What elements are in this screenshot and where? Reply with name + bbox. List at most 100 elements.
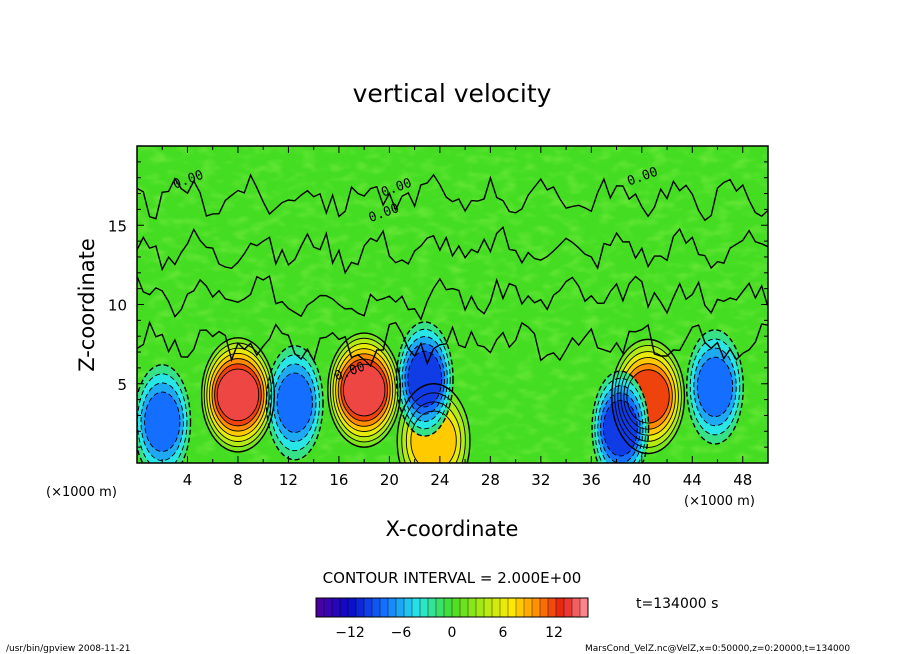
colorbar-cell	[419, 597, 429, 618]
colorbar-cell	[371, 597, 381, 618]
colorbar-cell	[331, 597, 341, 618]
y-axis: 5 10 15	[108, 145, 768, 464]
colorbar-cell	[323, 597, 333, 618]
colorbar-tick-label: 0	[448, 625, 457, 641]
contour-line	[401, 392, 466, 463]
contour-line	[401, 336, 448, 422]
colorbar-cell	[579, 597, 589, 618]
contour-line	[594, 377, 647, 463]
contour-line	[407, 350, 443, 408]
footer-left: /usr/bin/gpview 2008-11-21	[6, 644, 130, 654]
zero-contour	[137, 173, 768, 222]
colorbar-cell	[571, 597, 581, 618]
contour-line	[398, 328, 451, 430]
time-label: t=134000 s	[636, 596, 718, 612]
colorbar-cell	[347, 597, 357, 618]
contour-line	[602, 399, 638, 457]
contour-interval: CONTOUR INTERVAL = 2.000E+00	[323, 569, 582, 587]
plot-area: 0.000.000.00 0.000.00	[137, 146, 768, 463]
contour-line	[337, 353, 391, 427]
y-tick-label: 5	[117, 376, 127, 394]
contour-line	[265, 345, 324, 461]
x-tick-label: 16	[329, 471, 348, 489]
colorbar-cell	[387, 597, 397, 618]
x-tick-label: 32	[531, 471, 550, 489]
contour-line	[342, 363, 386, 417]
footer-right: MarsCond_VelZ.nc@VelZ,x=0:50000,z=0:2000…	[585, 644, 850, 654]
colorbar-cell	[523, 597, 533, 618]
contour-line	[216, 368, 260, 422]
contour-line	[693, 347, 737, 427]
contour-line	[404, 343, 445, 415]
x-tick-label: 12	[279, 471, 298, 489]
y-axis-label: Z-coordinate	[75, 238, 99, 372]
colorbar-tick-label: −6	[391, 625, 412, 641]
colorbar-cell	[483, 597, 493, 618]
x-tick-label: 44	[683, 471, 702, 489]
colorbar-cell	[435, 597, 445, 618]
colorbar-cell	[339, 597, 349, 618]
feature-level	[603, 400, 638, 457]
colorbar-cell	[379, 597, 389, 618]
contour-line	[614, 344, 682, 448]
feature-level	[697, 357, 733, 417]
zero-contour	[137, 320, 768, 368]
colorbar-cell	[459, 597, 469, 618]
colorbar-cell	[403, 597, 413, 618]
y-axis-units: (×1000 m)	[684, 494, 755, 509]
zero-contour	[137, 225, 768, 275]
contour-line	[144, 391, 181, 452]
colorbar-cell	[395, 597, 405, 618]
y-tick-label: 10	[108, 297, 127, 315]
x-tick-label: 24	[430, 471, 449, 489]
colorbar-cell	[363, 597, 373, 618]
colorbar-ticks: −12 −6 0 6 12	[335, 625, 563, 641]
x-tick-label: 20	[380, 471, 399, 489]
chart-title: vertical velocity	[353, 79, 552, 108]
contour-line	[329, 337, 399, 443]
contour-line	[405, 401, 462, 463]
colorbar-cell	[355, 597, 365, 618]
colorbar-cell	[315, 597, 325, 618]
contour-line	[332, 342, 396, 438]
x-tick-label: 8	[233, 471, 243, 489]
colorbar-cell	[539, 597, 549, 618]
x-tick-label: 40	[632, 471, 651, 489]
contour-line	[597, 385, 644, 463]
colorbar	[315, 597, 589, 618]
zero-contour	[137, 274, 768, 321]
x-tick-label: 48	[733, 471, 752, 489]
x-axis-units: (×1000 m)	[46, 485, 117, 500]
contour-line	[395, 321, 454, 437]
colorbar-cell	[451, 597, 461, 618]
contour-line	[327, 332, 402, 448]
contour-line	[689, 338, 741, 436]
colorbar-tick-label: −12	[335, 625, 365, 641]
colorbar-cell	[499, 597, 509, 618]
contour-line	[396, 383, 471, 463]
colorbar-cell	[507, 597, 517, 618]
contour-line	[206, 347, 270, 442]
feature-level	[277, 373, 313, 433]
contour-line	[273, 363, 317, 443]
contour-line	[211, 358, 265, 432]
x-tick-label: 36	[582, 471, 601, 489]
contour-line	[626, 369, 670, 424]
colorbar-cell	[563, 597, 573, 618]
contour-line	[214, 363, 262, 427]
feature-level	[343, 364, 385, 416]
x-tick-label: 4	[183, 471, 193, 489]
contour-line	[600, 392, 641, 463]
colorbar-cell	[491, 597, 501, 618]
x-axis-label: X-coordinate	[386, 517, 519, 541]
colorbar-cell	[427, 597, 437, 618]
feature-level	[144, 392, 180, 452]
colorbar-tick-label: 12	[545, 625, 563, 641]
colorbar-cell	[467, 597, 477, 618]
contour-line	[137, 364, 192, 463]
colorbar-cell	[555, 597, 565, 618]
feature-level	[217, 369, 259, 421]
contour-line	[269, 354, 320, 452]
contour-line	[620, 357, 676, 436]
contour-line	[335, 348, 394, 432]
